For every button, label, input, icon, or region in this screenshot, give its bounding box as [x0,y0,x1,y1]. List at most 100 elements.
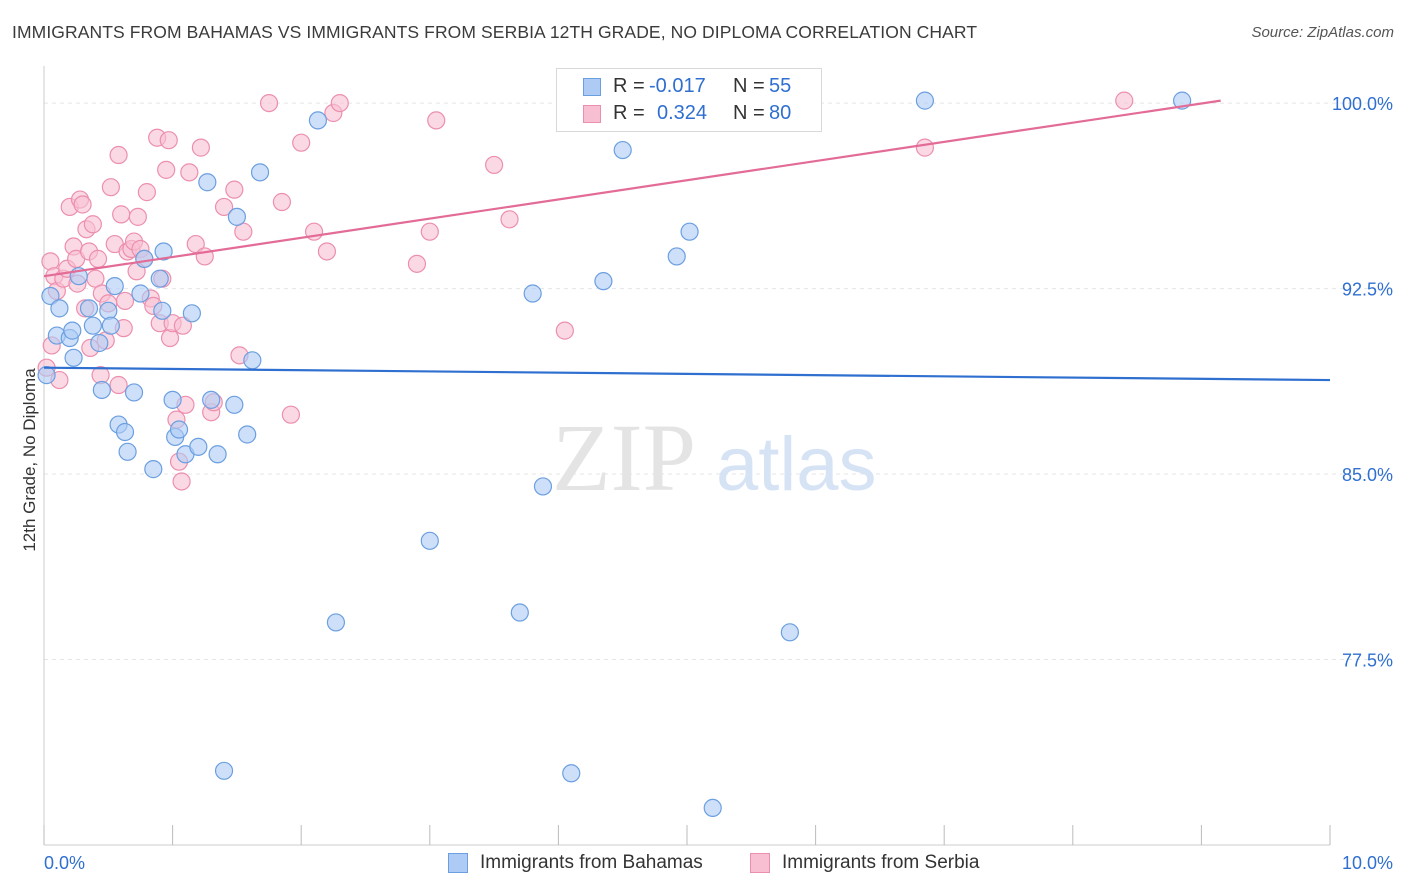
bahamas-point[interactable] [594,272,613,291]
serbia-point[interactable] [420,222,439,241]
chart-title: IMMIGRANTS FROM BAHAMAS VS IMMIGRANTS FR… [12,22,978,42]
bahamas-point[interactable] [326,613,346,632]
bahamas-point[interactable] [150,269,169,288]
serbia-point[interactable] [555,321,574,340]
serbia-point[interactable] [259,93,279,113]
bahamas-point[interactable] [198,173,217,192]
bahamas-point[interactable] [131,284,150,303]
bahamas-point[interactable] [37,366,56,385]
serbia-point[interactable] [180,163,199,182]
serbia-point[interactable] [109,375,128,395]
serbia-point[interactable] [485,155,504,175]
n-value: 80 [769,102,792,124]
serbia-point[interactable] [88,249,108,268]
serbia-point[interactable] [407,254,427,273]
x-tick-label: 0.0% [44,853,85,873]
bahamas-point[interactable] [915,91,935,110]
bahamas-point[interactable] [225,395,244,414]
bahamas-point[interactable] [613,140,632,160]
bahamas-point[interactable] [124,383,144,402]
y-tick-label: 100.0% [1332,94,1393,114]
bahamas-point[interactable] [169,420,189,439]
serbia-point[interactable] [137,183,156,202]
serbia-point[interactable] [272,192,292,212]
bahamas-point[interactable] [105,276,124,296]
source-label: Source: ZipAtlas.com [1251,24,1394,41]
serbia-point[interactable] [112,205,131,224]
bahamas-point[interactable] [250,163,270,182]
bahamas-point[interactable] [153,301,172,320]
bahamas-point[interactable] [144,460,163,479]
serbia-point[interactable] [173,316,192,335]
serbia-point[interactable] [500,210,519,229]
bahamas-point[interactable] [163,390,182,409]
bahamas-point[interactable] [308,111,328,130]
bahamas-point[interactable] [243,351,262,370]
bahamas-point[interactable] [562,764,581,783]
bahamas-point[interactable] [92,380,111,400]
bahamas-point[interactable] [703,798,722,818]
serbia-point[interactable] [292,133,311,152]
serbia-point[interactable] [159,131,178,150]
serbia-point[interactable] [915,138,935,157]
bahamas-swatch [583,78,601,96]
serbia-point[interactable] [128,207,147,226]
bahamas-point[interactable] [780,623,799,642]
y-axis-label: 12th Grade, No Diploma [20,368,39,552]
serbia-point[interactable] [172,472,191,491]
n-value: 55 [769,75,792,97]
serbia-point[interactable] [330,93,349,113]
serbia-point[interactable] [427,111,446,130]
serbia-point[interactable] [281,405,301,424]
r-value: 0.324 [657,102,708,124]
y-tick-label: 85.0% [1342,465,1393,485]
serbia-point[interactable] [191,138,210,157]
serbia-point[interactable] [115,291,135,311]
series-bahamas-points [37,91,1192,818]
bahamas-point[interactable] [680,222,699,241]
n-label: N = [733,75,765,97]
serbia-point[interactable] [73,195,92,214]
bahamas-point[interactable] [227,207,246,226]
serbia-point[interactable] [214,197,234,217]
serbia-point[interactable] [225,180,244,199]
bahamas-point[interactable] [118,442,137,461]
serbia-point[interactable] [83,215,102,234]
watermark-zip: ZIP [552,404,696,511]
y-tick-label: 92.5% [1342,280,1393,300]
bahamas-point[interactable] [189,437,208,456]
serbia-point[interactable] [109,145,128,165]
legend-label: Immigrants from Bahamas [480,852,703,873]
r-label: R = [613,102,645,124]
bahamas-point[interactable] [135,249,154,268]
bahamas-point[interactable] [115,422,135,442]
bahamas-point[interactable] [101,316,120,335]
bahamas-point[interactable] [79,299,99,318]
serbia-point[interactable] [101,178,120,197]
serbia-point[interactable] [157,160,176,179]
bahamas-point[interactable] [510,603,529,622]
bahamas-point[interactable] [208,445,227,464]
n-label: N = [733,102,765,124]
bahamas-point[interactable] [523,284,542,303]
bahamas-point[interactable] [83,316,102,335]
bahamas-point[interactable] [99,301,118,320]
serbia-point[interactable] [1115,91,1134,110]
bahamas-point[interactable] [238,425,257,444]
bahamas-point[interactable] [533,477,553,496]
serbia-point[interactable] [41,252,60,271]
bahamas-point[interactable] [90,333,109,353]
serbia-point[interactable] [160,328,180,348]
bahamas-point[interactable] [214,761,234,780]
bahamas-point[interactable] [182,304,201,323]
serbia-swatch [750,853,770,873]
bahamas-point[interactable] [202,390,221,409]
bahamas-point[interactable] [63,321,82,340]
bahamas-point[interactable] [154,242,173,261]
bahamas-point[interactable] [41,286,60,306]
serbia-point[interactable] [317,242,337,261]
bahamas-point[interactable] [50,299,69,318]
bahamas-point[interactable] [667,247,686,266]
bahamas-point[interactable] [420,531,439,550]
bahamas-point[interactable] [64,348,83,367]
